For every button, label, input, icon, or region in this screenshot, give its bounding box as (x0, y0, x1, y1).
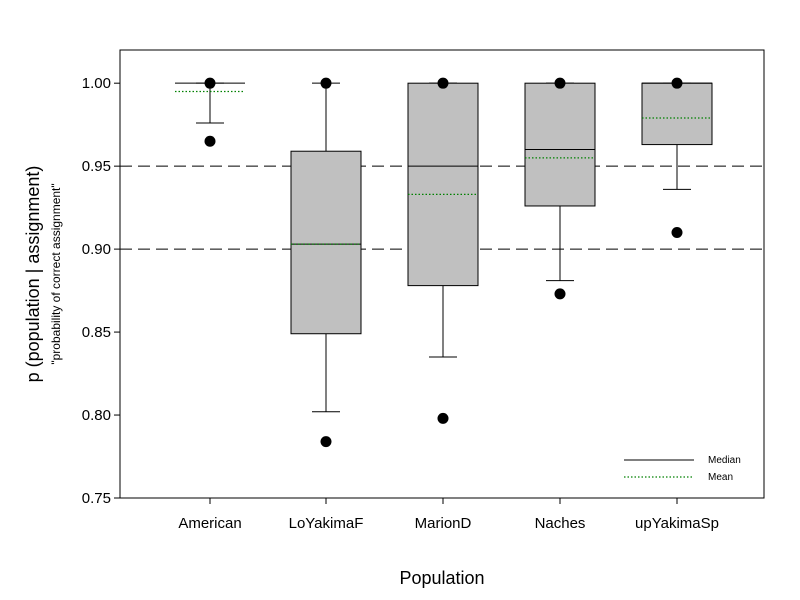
boxes (175, 77, 713, 448)
box-LoYakimaF (290, 77, 362, 448)
box-Naches (524, 77, 596, 300)
box-upYakimaSp (641, 77, 713, 239)
box-body (524, 82, 596, 207)
x-tick-label-4: upYakimaSp (635, 515, 719, 532)
y-tick-label-3: 0.90 (82, 241, 111, 258)
y-axis-subtitle: "probability of correct assignment" (49, 183, 63, 364)
legend: Median Mean (624, 455, 741, 483)
outlier-point-1 (320, 436, 332, 448)
x-tick-label-3: Naches (535, 515, 586, 532)
outlier-point-1 (204, 135, 216, 147)
box-American (175, 77, 245, 147)
outlier-point-0 (320, 77, 332, 89)
outlier-point-0 (204, 77, 216, 89)
box-body (641, 82, 713, 146)
box-body (290, 150, 362, 335)
outlier-point-0 (554, 77, 566, 89)
y-tick-label-5: 1.00 (82, 75, 111, 92)
box-body (407, 82, 479, 287)
outlier-point-0 (437, 77, 449, 89)
legend-median-label: Median (708, 455, 741, 466)
plot-area (119, 49, 765, 499)
outlier-point-1 (671, 227, 683, 239)
outlier-point-1 (554, 288, 566, 300)
x-axis-title: Population (399, 568, 484, 588)
box-MarionD (407, 77, 479, 424)
legend-mean-label: Mean (708, 472, 733, 483)
y-tick-label-0: 0.75 (82, 490, 111, 507)
x-axis-ticks: American LoYakimaF MarionD Naches upYakimaSp (178, 498, 719, 532)
y-axis-title: p (population | assignment) (23, 166, 43, 383)
y-tick-label-1: 0.80 (82, 407, 111, 424)
x-tick-label-2: MarionD (415, 515, 472, 532)
y-tick-label-2: 0.85 (82, 324, 111, 341)
outlier-point-1 (437, 412, 449, 424)
outlier-point-0 (671, 77, 683, 89)
x-tick-label-1: LoYakimaF (289, 515, 364, 532)
x-tick-label-0: American (178, 515, 241, 532)
y-axis-ticks: 0.75 0.80 0.85 0.90 0.95 1.00 (82, 75, 120, 507)
y-tick-label-4: 0.95 (82, 158, 111, 175)
